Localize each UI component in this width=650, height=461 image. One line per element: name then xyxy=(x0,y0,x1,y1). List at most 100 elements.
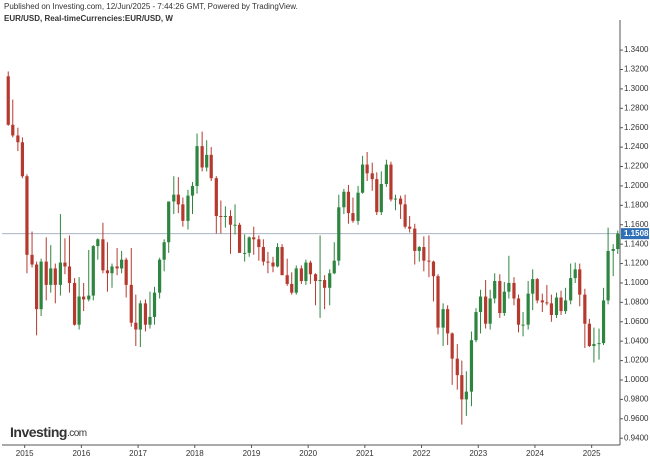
candle-body xyxy=(91,246,95,296)
candle-body xyxy=(384,164,389,184)
candle-body xyxy=(554,297,559,315)
last-price-box xyxy=(621,228,649,240)
y-tick-label: 1.0800 xyxy=(624,297,649,306)
x-tick-label: 2016 xyxy=(72,449,90,458)
candle-body xyxy=(138,303,142,330)
candle-body xyxy=(464,391,468,400)
candle-body xyxy=(266,261,270,263)
candle-body xyxy=(167,201,171,243)
candle-body xyxy=(101,239,105,271)
candle-body xyxy=(375,179,379,213)
candle-body xyxy=(247,237,251,253)
candle-body xyxy=(20,142,25,177)
candle-body xyxy=(63,262,67,267)
candle-body xyxy=(105,270,110,274)
candle-body xyxy=(431,261,436,277)
candle-body xyxy=(223,216,227,218)
candle-body xyxy=(209,154,213,179)
y-tick-label: 1.0400 xyxy=(624,336,649,345)
candle-body xyxy=(44,261,48,285)
candle-body xyxy=(526,293,530,325)
candle-body xyxy=(134,322,138,330)
candle-body xyxy=(545,302,549,304)
candle-body xyxy=(616,233,620,249)
x-tick-label: 2017 xyxy=(129,449,147,458)
y-tick-label: 1.1800 xyxy=(624,200,649,209)
candle-body xyxy=(181,204,185,221)
y-tick-label: 0.9600 xyxy=(624,414,649,423)
candle-body xyxy=(484,296,488,324)
candle-body xyxy=(379,183,383,213)
candle-body xyxy=(389,164,393,200)
chart-title: EUR/USD, Real-timeCurrencies:EUR/USD, W xyxy=(4,14,173,23)
candle-body xyxy=(502,291,506,314)
candle-body xyxy=(299,268,303,282)
candle-body xyxy=(195,146,199,186)
candle-body xyxy=(67,266,72,283)
y-tick-label: 0.9800 xyxy=(624,395,649,404)
candle-body xyxy=(337,207,341,261)
candle-body xyxy=(294,268,298,293)
candle-body xyxy=(219,216,223,218)
candle-body xyxy=(360,164,365,193)
candle-body xyxy=(512,282,516,299)
candle-body xyxy=(356,192,360,221)
candle-body xyxy=(478,296,483,313)
candle-body xyxy=(592,344,596,347)
candle-body xyxy=(422,247,426,261)
x-tick-label: 2023 xyxy=(469,449,487,458)
candle-body xyxy=(72,282,77,325)
candle-body xyxy=(124,259,128,285)
y-tick-label: 1.2000 xyxy=(624,181,649,190)
candle-body xyxy=(474,312,478,341)
candle-body xyxy=(413,228,417,251)
candle-body xyxy=(148,316,152,325)
candle-body xyxy=(559,297,563,312)
candle-body xyxy=(96,239,100,247)
x-tick-label: 2015 xyxy=(16,449,34,458)
x-tick-label: 2025 xyxy=(583,449,601,458)
candle-body xyxy=(318,280,322,282)
x-tick-label: 2024 xyxy=(526,449,544,458)
candle-body xyxy=(158,259,162,293)
candle-body xyxy=(441,309,445,328)
candle-body xyxy=(587,323,591,347)
candle-body xyxy=(408,226,412,229)
candle-body xyxy=(488,298,492,324)
candle-body xyxy=(417,247,421,251)
candle-body xyxy=(460,375,464,400)
candle-body xyxy=(143,303,148,325)
candle-body xyxy=(351,213,355,221)
candle-body xyxy=(34,264,39,310)
candle-body xyxy=(601,300,606,344)
candle-body xyxy=(323,280,327,288)
y-tick-label: 1.2400 xyxy=(624,142,649,151)
y-tick-label: 1.0000 xyxy=(624,375,649,384)
x-tick-label: 2021 xyxy=(356,449,374,458)
candle-body xyxy=(578,269,582,295)
candle-body xyxy=(53,268,57,285)
candle-body xyxy=(455,358,459,376)
candle-body xyxy=(200,146,204,168)
candle-body xyxy=(516,298,521,325)
x-tick-label: 2018 xyxy=(186,449,204,458)
candle-body xyxy=(398,198,403,205)
candle-body xyxy=(252,237,256,240)
last-price-label: 1.1508 xyxy=(624,229,649,238)
candle-body xyxy=(16,135,20,143)
candle-body xyxy=(6,76,10,125)
candle-body xyxy=(275,247,280,267)
y-tick-label: 1.1200 xyxy=(624,259,649,268)
candle-body xyxy=(531,279,535,294)
candle-body xyxy=(365,164,369,174)
candle-body xyxy=(569,278,573,301)
candle-body xyxy=(549,303,553,315)
y-tick-label: 1.0200 xyxy=(624,356,649,365)
candle-body xyxy=(11,124,15,136)
candle-body xyxy=(110,266,114,274)
candle-body xyxy=(290,283,294,293)
candle-body xyxy=(446,309,450,334)
candle-body xyxy=(535,279,539,301)
candle-body xyxy=(129,284,133,323)
